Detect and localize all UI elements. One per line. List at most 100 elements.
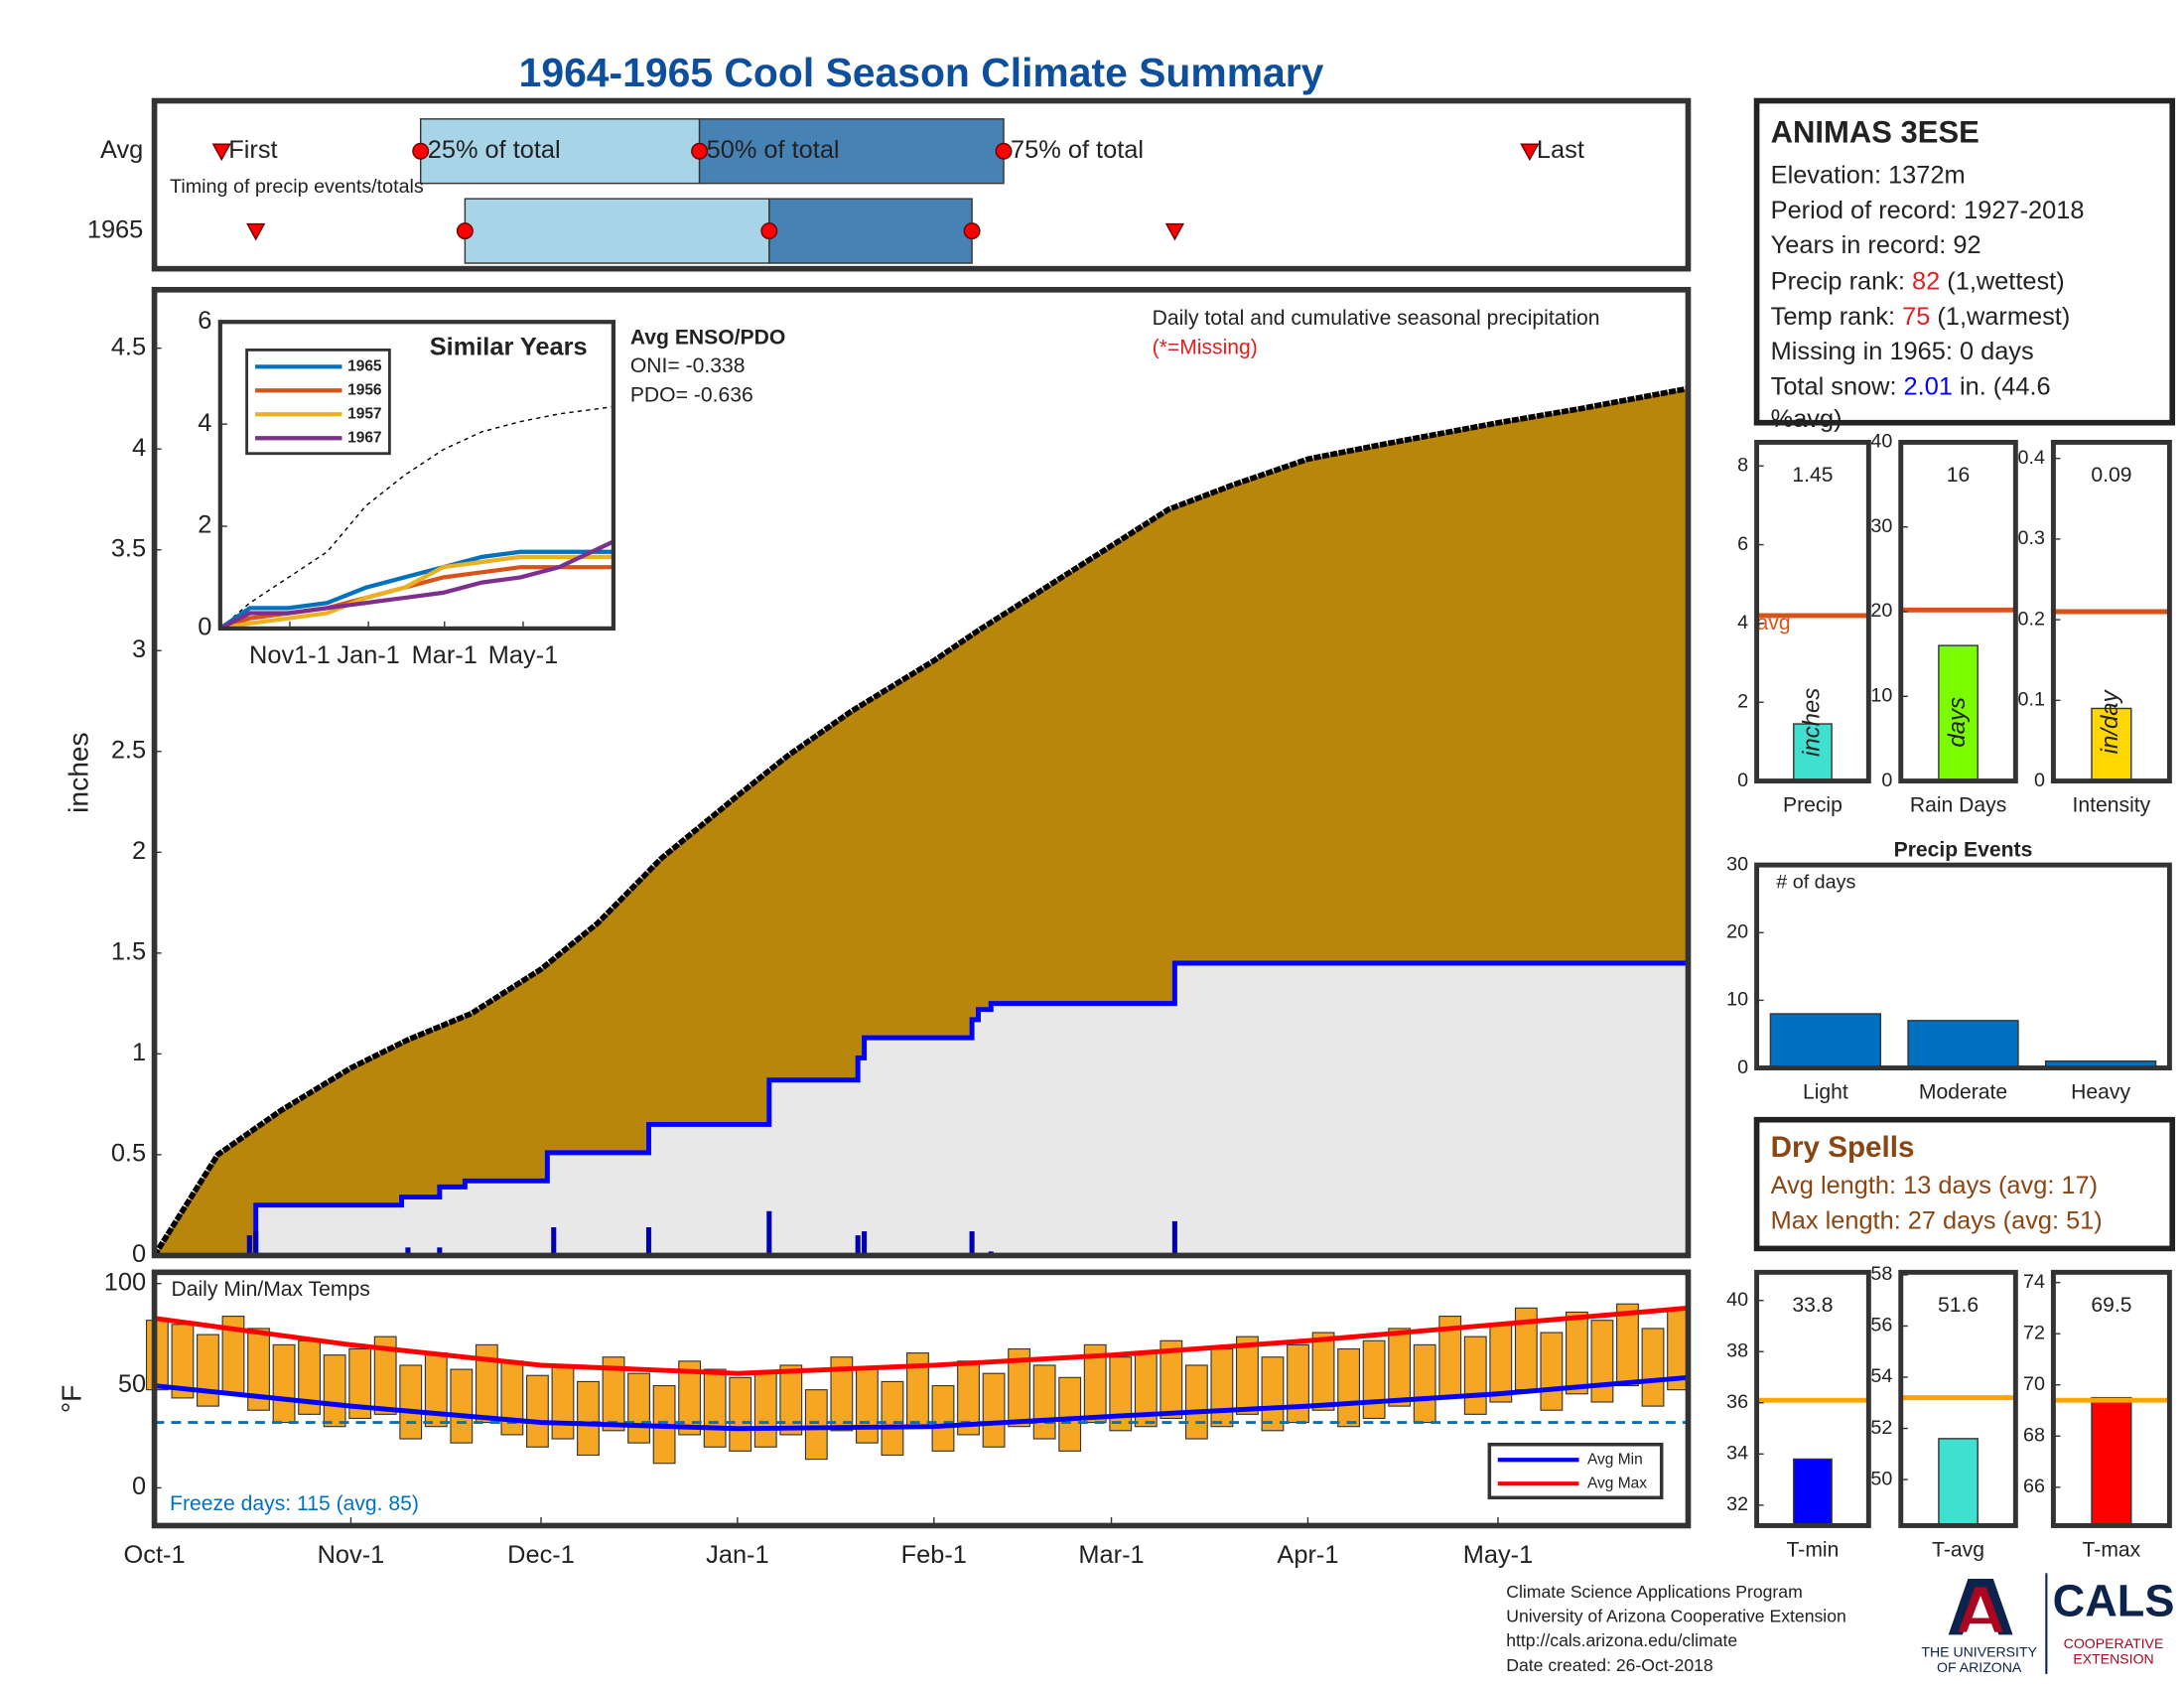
y-tick-label: 34 [1726,1443,1748,1465]
y-tick-label: 30 [1726,853,1748,875]
y-tick-label: 4 [132,434,146,462]
plot-frame [217,320,616,632]
y-tick-label: 30 [1870,515,1892,537]
y-tick-label: 32 [1726,1493,1748,1515]
temp-bar [1413,1343,1436,1424]
y-tick-label: 72 [2023,1322,2045,1343]
daily-bar [405,1247,411,1256]
upper-box [768,198,973,264]
info-part: (1,warmest) [1937,303,2070,331]
y-tick-label: 50 [118,1370,146,1398]
info-part: Period of record: 1927-2018 [1771,197,2085,224]
ua-logo-text: OF ARIZONA [1937,1659,2022,1675]
legend-label: 1967 [347,429,381,446]
quartile-marker [412,142,430,160]
legend-box [1487,1442,1664,1500]
legend-label: 1956 [347,381,382,398]
y-tick-label: 0 [132,1473,146,1500]
x-tick-label: Apr-1 [1277,1541,1338,1569]
event-marker [211,143,231,162]
bar [1793,723,1833,782]
temp-bar [931,1384,955,1452]
y-tick-label: 8 [1737,454,1748,476]
footer-line: Climate Science Applications Program [1506,1582,1803,1602]
footer-line: University of Arizona Cooperative Extens… [1506,1606,1846,1625]
category-label: Intensity [2073,794,2151,817]
legend-label: 1965 [347,357,382,374]
x-tick-label: Nov1-1 [249,641,331,669]
footer-line: http://cals.arizona.edu/climate [1506,1630,1737,1650]
temp-bar [753,1372,777,1448]
y-tick-label: 66 [2023,1476,2045,1497]
dry-spells-max: Max length: 27 days (avg: 51) [1771,1206,2103,1234]
event-marker [246,222,266,241]
temp-bar [1489,1324,1513,1403]
plot-frame [1754,439,1871,784]
event-marker [1520,143,1540,162]
y-axis-label: inches [62,732,93,812]
enso-title: Avg ENSO/PDO [630,327,786,350]
temp-bar [1388,1328,1412,1407]
daily-bar [437,1247,443,1256]
plot-frame [2050,439,2172,784]
unit-label: inches [1798,688,1825,757]
info-part: in. (44.6 [1960,372,2051,400]
y-tick-label: 0 [2034,770,2045,791]
x-tick-label: Jan-1 [337,641,399,669]
y-tick-label: 0 [1737,1056,1748,1078]
average-line [154,1374,1689,1432]
y-tick-label: 58 [1870,1263,1892,1285]
bar [1938,1438,1979,1527]
temp-bar [1463,1336,1487,1415]
marker-label: Last [1537,136,1584,164]
y-tick-label: 0 [198,614,211,641]
temp-bar [197,1334,219,1407]
temp-bar [1641,1328,1665,1407]
temp-bar [804,1389,828,1461]
plot-frame [1898,1269,2018,1528]
inset-title: Similar Years [430,334,588,361]
quartile-marker [995,142,1013,160]
temp-bar [475,1343,498,1424]
y-tick-label: 0.3 [2018,527,2045,549]
temp-bar [779,1364,803,1436]
y-tick-label: 10 [1726,989,1748,1011]
category-label: T-min [1787,1538,1840,1561]
row-label: Avg [100,136,143,164]
temp-bar [627,1372,650,1444]
info-part: 82 [1912,267,1940,295]
temp-bar [526,1374,549,1448]
marker-label: 50% of total [707,136,840,164]
series-line [218,539,614,631]
unit-label: in/day [2097,688,2123,754]
temp-bar [323,1354,346,1428]
footer-line: Date created: 26-Oct-2018 [1506,1655,1713,1675]
y-tick-label: 10 [1870,685,1892,707]
cals-logo: CALS [2053,1575,2175,1625]
y-tick-label: 56 [1870,1315,1892,1336]
legend-label: Avg Max [1587,1475,1647,1491]
y-tick-label: 4 [1737,612,1748,633]
missing: Missing in 1965: 0 days [1771,338,2034,365]
series-line [218,549,614,631]
bar [2091,1396,2132,1527]
temp-bar [348,1347,372,1420]
subtitle: Timing of precip events/totals [170,176,424,198]
marker-label: 75% of total [1011,136,1144,164]
plot-frame [151,286,1692,1259]
category-label: T-avg [1932,1538,1984,1561]
y-tick-label: 68 [2023,1425,2045,1447]
temp-bar [1337,1347,1360,1428]
legend-label: 1957 [347,405,381,422]
daily-bar [246,1235,252,1256]
snow-note: %avg) [1771,405,1843,433]
unit-label: days [1944,697,1971,748]
average-line [219,405,614,630]
value-label: 1.45 [1792,464,1833,487]
y-tick-label: 1 [132,1039,146,1066]
annotation-missing: (*=Missing) [1153,337,1258,359]
temp-bar [1565,1311,1588,1395]
plot-frame [1754,1269,1871,1528]
y-tick-label: 0.2 [2018,608,2045,630]
y-tick-label: 4.5 [111,333,146,360]
